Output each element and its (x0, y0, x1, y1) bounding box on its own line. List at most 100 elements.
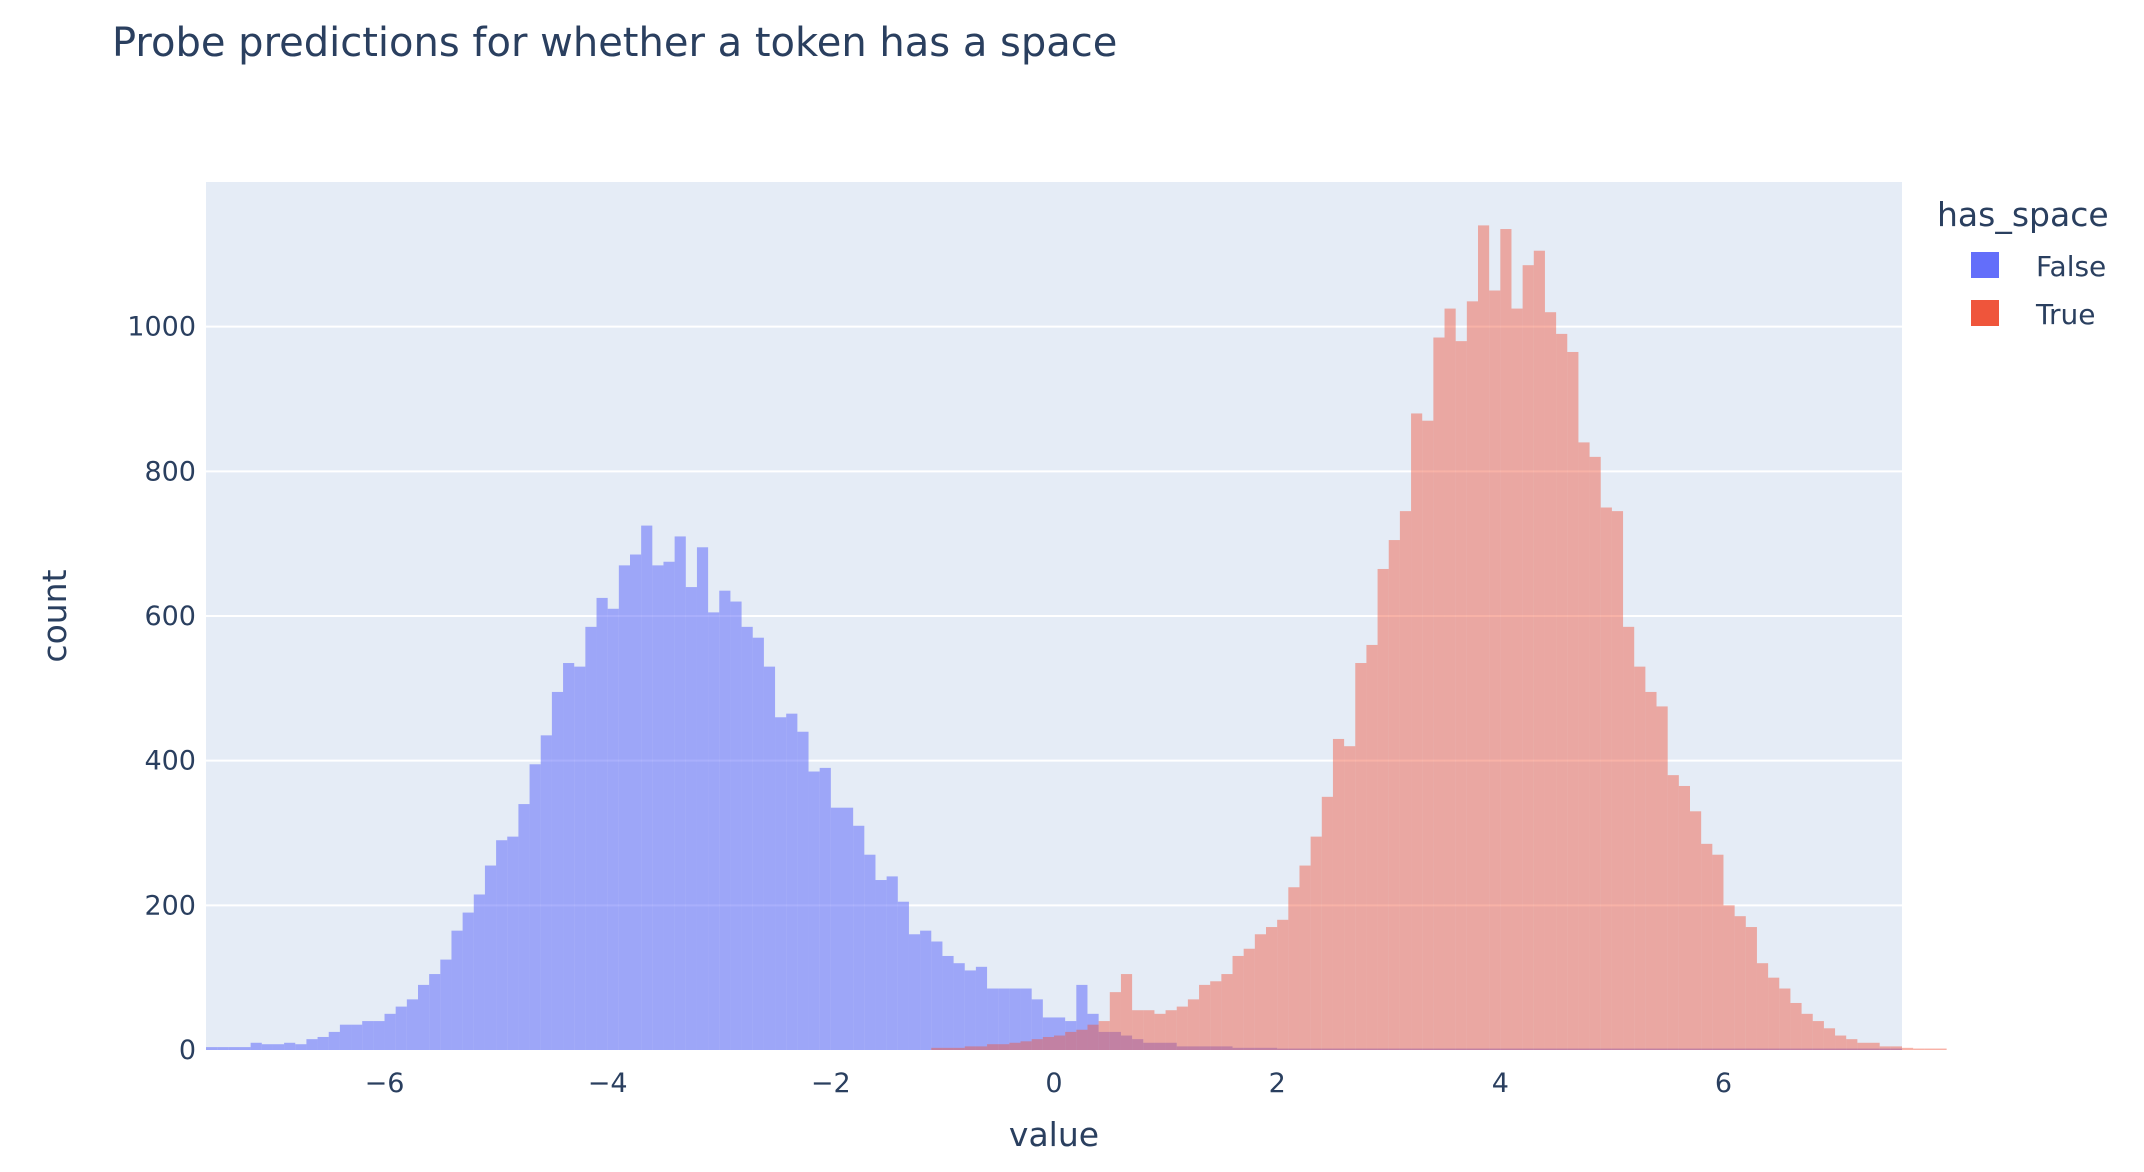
bar-true-93[interactable] (1243, 948, 1255, 1050)
bar-false-60[interactable] (875, 880, 887, 1050)
bar-false-70[interactable] (987, 988, 999, 1050)
bar-false-19[interactable] (418, 984, 430, 1050)
bar-true-113[interactable] (1466, 301, 1478, 1051)
bar-true-99[interactable] (1310, 836, 1322, 1050)
bar-false-100[interactable] (1321, 1048, 1333, 1050)
bar-true-127[interactable] (1623, 626, 1635, 1050)
bar-false-18[interactable] (406, 999, 418, 1050)
bar-false-132[interactable] (1678, 1048, 1690, 1050)
bar-true-151[interactable] (1890, 1046, 1902, 1050)
bar-true-126[interactable] (1611, 511, 1624, 1050)
bar-false-107[interactable] (1399, 1048, 1412, 1050)
bar-true-148[interactable] (1857, 1042, 1869, 1050)
bar-false-13[interactable] (351, 1024, 363, 1050)
bar-false-10[interactable] (317, 1036, 329, 1050)
bar-true-112[interactable] (1455, 341, 1467, 1051)
bar-true-91[interactable] (1221, 974, 1233, 1050)
bar-true-128[interactable] (1634, 666, 1646, 1050)
bar-false-52[interactable] (786, 713, 798, 1050)
bar-true-78[interactable] (1076, 1029, 1088, 1050)
bar-false-8[interactable] (295, 1044, 307, 1050)
bar-false-78[interactable] (1076, 984, 1088, 1050)
bar-false-109[interactable] (1422, 1048, 1434, 1050)
bar-true-153[interactable] (1913, 1048, 1925, 1050)
bar-true-118[interactable] (1522, 265, 1534, 1050)
bar-true-74[interactable] (1031, 1039, 1043, 1050)
bar-false-102[interactable] (1344, 1048, 1356, 1050)
bar-false-112[interactable] (1455, 1048, 1467, 1050)
bar-false-122[interactable] (1567, 1048, 1579, 1050)
bar-true-70[interactable] (987, 1044, 999, 1050)
bar-false-76[interactable] (1054, 1017, 1066, 1050)
bar-false-104[interactable] (1366, 1048, 1378, 1050)
bar-false-99[interactable] (1310, 1048, 1322, 1050)
bar-true-150[interactable] (1879, 1046, 1891, 1050)
bar-false-151[interactable] (1890, 1048, 1902, 1050)
bar-false-136[interactable] (1723, 1048, 1735, 1050)
bar-true-140[interactable] (1768, 977, 1780, 1050)
bar-false-92[interactable] (1232, 1047, 1244, 1050)
bar-true-130[interactable] (1656, 706, 1668, 1050)
bar-false-117[interactable] (1511, 1048, 1523, 1050)
bar-false-24[interactable] (473, 894, 485, 1050)
bar-true-94[interactable] (1254, 934, 1266, 1050)
bar-false-21[interactable] (440, 959, 452, 1050)
bar-true-68[interactable] (964, 1046, 976, 1050)
bar-false-56[interactable] (830, 807, 842, 1050)
bar-true-83[interactable] (1132, 1010, 1144, 1050)
bar-false-101[interactable] (1332, 1048, 1345, 1050)
bar-true-105[interactable] (1377, 568, 1389, 1050)
bar-true-120[interactable] (1544, 312, 1557, 1050)
bar-true-152[interactable] (1902, 1047, 1914, 1050)
bar-false-133[interactable] (1690, 1048, 1702, 1050)
bar-false-111[interactable] (1444, 1048, 1456, 1050)
bar-false-121[interactable] (1556, 1048, 1568, 1050)
bar-false-32[interactable] (563, 663, 575, 1050)
bar-true-115[interactable] (1489, 290, 1501, 1051)
bar-false-114[interactable] (1478, 1048, 1490, 1050)
bar-false-6[interactable] (272, 1044, 285, 1050)
bar-true-136[interactable] (1723, 905, 1735, 1050)
bar-false-20[interactable] (429, 974, 441, 1050)
bar-false-40[interactable] (652, 565, 664, 1050)
bar-true-72[interactable] (1009, 1042, 1021, 1050)
bar-true-103[interactable] (1355, 663, 1367, 1050)
bar-false-22[interactable] (451, 930, 463, 1050)
bar-true-104[interactable] (1366, 644, 1378, 1050)
bar-false-28[interactable] (518, 804, 530, 1050)
bar-false-115[interactable] (1489, 1048, 1501, 1050)
bar-false-95[interactable] (1266, 1047, 1278, 1050)
bar-false-144[interactable] (1812, 1048, 1824, 1050)
bar-false-47[interactable] (730, 601, 742, 1050)
legend-item-false[interactable]: False (1971, 250, 2106, 283)
bar-false-134[interactable] (1701, 1048, 1713, 1050)
bar-false-61[interactable] (886, 876, 898, 1050)
bar-false-119[interactable] (1533, 1048, 1545, 1050)
bar-false-68[interactable] (964, 970, 976, 1050)
bar-false-143[interactable] (1801, 1048, 1813, 1050)
bar-true-100[interactable] (1321, 796, 1333, 1050)
bar-false-64[interactable] (920, 930, 932, 1050)
bar-true-106[interactable] (1388, 540, 1400, 1050)
bar-false-73[interactable] (1020, 988, 1032, 1050)
bar-false-141[interactable] (1779, 1048, 1791, 1050)
bar-true-141[interactable] (1779, 988, 1791, 1050)
bar-false-11[interactable] (328, 1031, 340, 1050)
bar-true-124[interactable] (1589, 456, 1601, 1050)
bar-false-127[interactable] (1623, 1048, 1635, 1050)
bar-false-63[interactable] (908, 934, 921, 1050)
bar-false-116[interactable] (1500, 1048, 1512, 1050)
bar-false-148[interactable] (1857, 1048, 1869, 1050)
bar-true-89[interactable] (1199, 984, 1211, 1050)
bar-false-27[interactable] (507, 836, 519, 1050)
bar-true-131[interactable] (1667, 775, 1679, 1050)
bar-true-82[interactable] (1120, 974, 1133, 1050)
bar-false-36[interactable] (607, 608, 619, 1050)
bar-true-121[interactable] (1556, 333, 1568, 1050)
bar-true-142[interactable] (1790, 1002, 1802, 1050)
bar-true-143[interactable] (1801, 1013, 1813, 1050)
bar-false-86[interactable] (1165, 1042, 1177, 1050)
bar-true-123[interactable] (1578, 442, 1590, 1050)
bar-true-154[interactable] (1924, 1048, 1936, 1050)
bar-false-31[interactable] (551, 691, 564, 1050)
